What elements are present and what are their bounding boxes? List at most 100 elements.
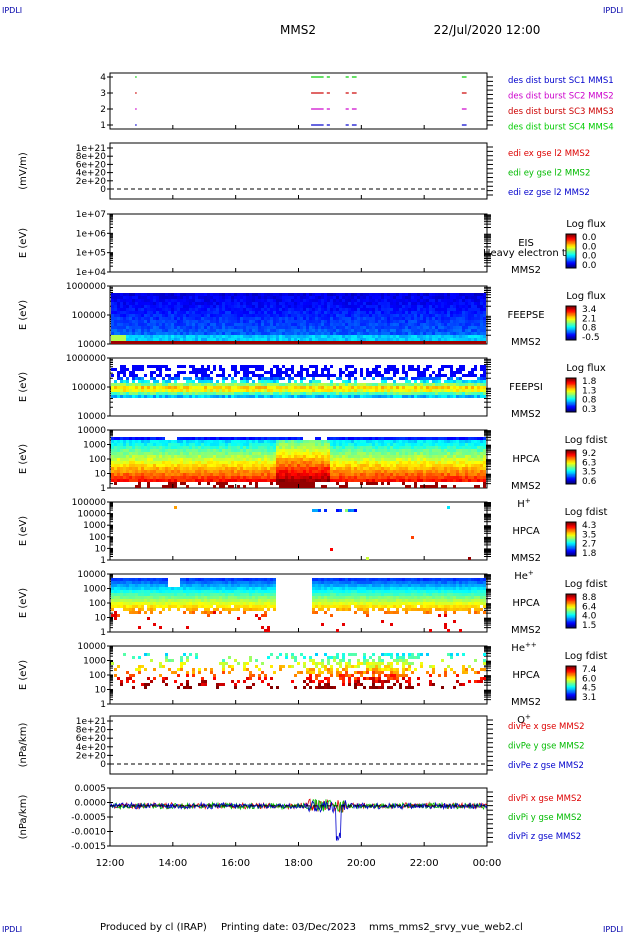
spectrogram-cell <box>366 440 369 443</box>
spectrogram-cell <box>270 392 273 395</box>
spectrogram-cell <box>291 323 294 326</box>
spectrogram-cell <box>297 314 300 317</box>
spectrogram-cell <box>249 452 252 455</box>
colorbar-step <box>566 238 576 241</box>
spectrogram-cell <box>483 329 486 332</box>
spectrogram-cell <box>333 467 336 470</box>
spectrogram-cell <box>369 446 372 449</box>
spectrogram-cell <box>327 368 330 371</box>
spectrogram-cell <box>162 386 165 389</box>
spectrogram-cell <box>348 305 351 308</box>
spectrogram-cell <box>318 437 321 440</box>
spectrogram-cell <box>168 368 171 371</box>
spectrogram-cell <box>282 338 285 341</box>
spectrogram-cell <box>228 440 231 443</box>
spectrogram-cell <box>384 386 387 389</box>
spectrogram-cell <box>300 320 303 323</box>
spectrogram-cell <box>336 470 339 473</box>
spectrogram-cell <box>285 332 288 335</box>
spectrogram-cell <box>342 437 345 440</box>
spectrogram-cell <box>333 293 336 296</box>
spectrogram-cell <box>435 377 438 380</box>
spectrogram-cell <box>144 338 147 341</box>
spectrogram-cell <box>201 383 204 386</box>
spectrogram-cell <box>390 320 393 323</box>
spectrogram-cell <box>147 305 150 308</box>
spectrogram-cell <box>234 386 237 389</box>
spectrogram-cell <box>285 455 288 458</box>
spectrogram-cell <box>468 335 471 338</box>
spectrogram-cell <box>276 389 279 392</box>
spectrogram-cell <box>360 467 363 470</box>
spectrogram-cell <box>306 389 309 392</box>
spectrogram-cell <box>171 320 174 323</box>
spectrogram-cell <box>297 383 300 386</box>
spectrogram-cell <box>471 383 474 386</box>
spectrogram-cell <box>315 296 318 299</box>
spectrogram-cell <box>291 365 294 368</box>
spectrogram-cell <box>375 443 378 446</box>
spectrogram-cell <box>150 296 153 299</box>
spectrogram-cell <box>186 467 189 470</box>
spectrogram-cell <box>117 335 120 338</box>
spectrogram-cell <box>471 329 474 332</box>
spectrogram-cell <box>315 452 318 455</box>
spectrogram-cell <box>231 461 234 464</box>
spectrogram-cell <box>267 473 270 476</box>
spectrogram-cell <box>267 305 270 308</box>
spectrogram-cell <box>204 296 207 299</box>
spectrogram-cell <box>138 293 141 296</box>
spectrogram-cell <box>213 383 216 386</box>
spectrogram-cell <box>132 452 135 455</box>
spectrogram-cell <box>297 395 300 398</box>
spectrogram-cell <box>348 329 351 332</box>
spectrogram-cell <box>390 335 393 338</box>
spectrogram-cell <box>483 374 486 377</box>
spectrogram-cell <box>453 374 456 377</box>
spectrogram-cell <box>222 311 225 314</box>
spectrogram-cell <box>192 455 195 458</box>
spectrogram-cell <box>411 305 414 308</box>
spectrogram-cell <box>255 479 258 482</box>
spectrogram-cell <box>348 380 351 383</box>
spectrogram-cell <box>399 305 402 308</box>
spectrogram-cell <box>366 476 369 479</box>
spectrogram-cell <box>123 461 126 464</box>
spectrogram-cell <box>480 293 483 296</box>
spectrogram-cell <box>171 440 174 443</box>
spectrogram-cell <box>132 368 135 371</box>
spectrogram-cell <box>135 374 138 377</box>
spectrogram-cell <box>453 341 456 344</box>
spectrogram-cell <box>462 299 465 302</box>
spectrogram-cell <box>129 452 132 455</box>
spectrogram-cell <box>180 395 183 398</box>
spectrogram-cell <box>189 296 192 299</box>
spectrogram-cell <box>180 452 183 455</box>
spacecraft-label: MMS2 <box>511 409 541 420</box>
spectrogram-cell <box>279 392 282 395</box>
spectrogram-cell <box>393 371 396 374</box>
spectrogram-cell <box>204 338 207 341</box>
spectrogram-cell <box>285 446 288 449</box>
spectrogram-cell <box>114 368 117 371</box>
spectrogram-cell <box>249 326 252 329</box>
spectrogram-cell <box>477 311 480 314</box>
spectrogram-cell <box>129 455 132 458</box>
spectrogram-cell <box>324 299 327 302</box>
spectrogram-cell <box>273 386 276 389</box>
spectrogram-cell <box>210 473 213 476</box>
spectrogram-cell <box>456 395 459 398</box>
spectrogram-cell <box>300 470 303 473</box>
spectrogram-cell <box>261 386 264 389</box>
spectrogram-cell <box>357 317 360 320</box>
spectrogram-cell <box>225 377 228 380</box>
spectrogram-cell <box>198 377 201 380</box>
spectrogram-cell <box>216 305 219 308</box>
spectrogram-cell <box>417 371 420 374</box>
spectrogram-cell <box>339 479 342 482</box>
spectrogram-cell <box>306 392 309 395</box>
spectrogram-cell <box>243 467 246 470</box>
spectrogram-cell <box>417 326 420 329</box>
spectrogram-cell <box>174 302 177 305</box>
